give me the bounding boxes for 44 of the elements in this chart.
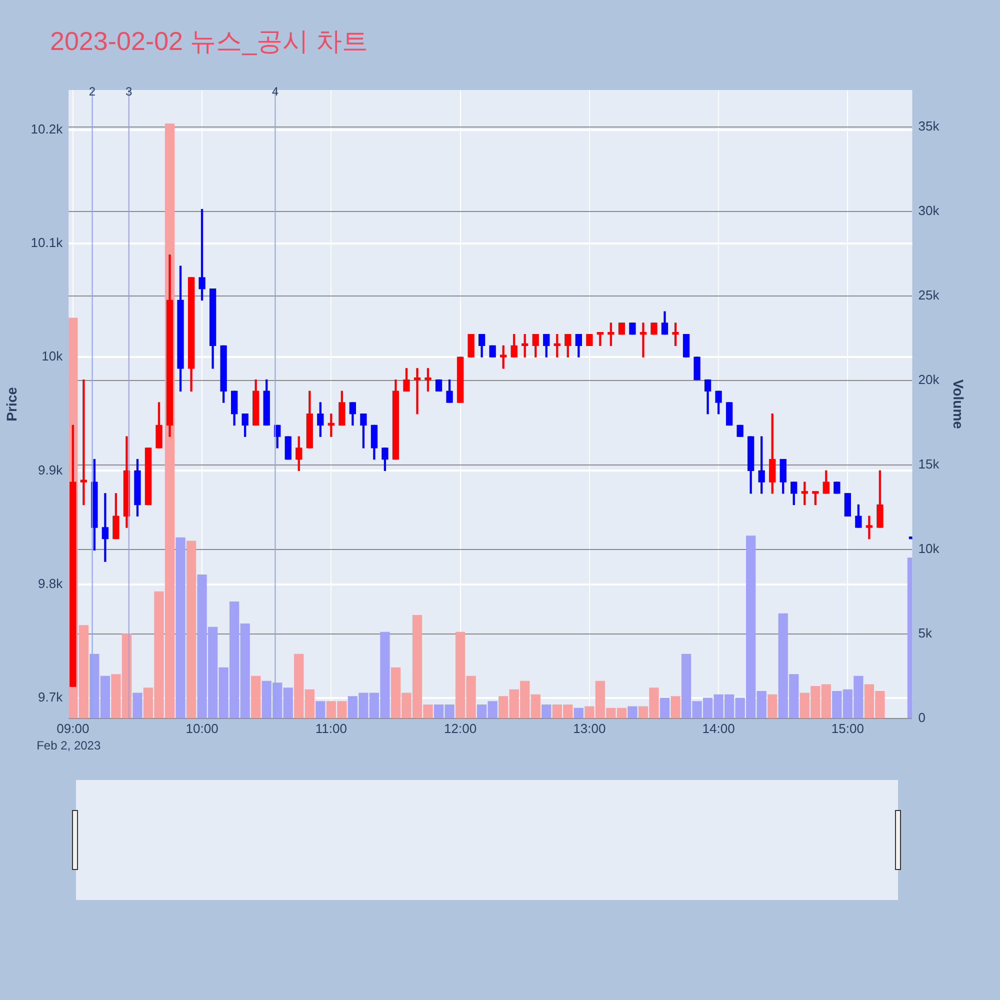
ref-line-label: 2: [88, 84, 96, 98]
bar: [768, 694, 778, 718]
bar: [251, 676, 261, 718]
ref-line-label: 4: [272, 84, 279, 98]
y2-axis-title: Volume: [950, 379, 967, 430]
x-tick-label: 15:00: [831, 720, 864, 736]
bar: [316, 701, 326, 718]
bar: [186, 540, 196, 718]
y-tick-label: 9.9k: [38, 462, 64, 478]
y-tick-label: 10.2k: [30, 121, 64, 136]
y2-tick-label: 25k: [918, 288, 940, 303]
x-tick-label: 10:00: [186, 720, 218, 736]
y2-tick-label: 10k: [918, 541, 940, 556]
ref-line-label: 3: [126, 84, 133, 98]
y-tick-label: 10.1k: [30, 234, 64, 250]
y2-tick-label: 20k: [918, 372, 940, 388]
x-tick-label: 11:00: [315, 720, 347, 736]
x-tick-label: 12:00: [444, 720, 477, 736]
candlestick: [102, 493, 109, 562]
bar: [542, 704, 552, 718]
x-tick-label: 13:00: [573, 720, 606, 736]
candlestick: [80, 379, 87, 506]
y2-tick-label: 30k: [918, 203, 940, 218]
candlestick: [640, 322, 647, 358]
candlestick: [414, 368, 421, 414]
bar: [574, 708, 584, 718]
bar: [132, 692, 142, 718]
y2-tick-label: 0: [918, 710, 926, 725]
bar: [176, 537, 186, 718]
text: Feb 2, 2023: [36, 738, 101, 753]
y-tick-label: 9.7k: [38, 690, 64, 705]
y2-tick-label: 15k: [918, 456, 940, 472]
y2-tick-label: 5k: [918, 626, 932, 641]
candlestick: [866, 516, 873, 540]
bar: [660, 698, 670, 718]
bar: [628, 706, 638, 718]
y-tick-label: 9.8k: [38, 576, 64, 591]
y-axis-title: Price: [3, 386, 20, 422]
y2-tick-label: 35k: [918, 118, 940, 134]
x-tick-label: 09:00: [56, 720, 90, 736]
y-tick-label: 10k: [42, 348, 64, 364]
x-tick-label: 14:00: [702, 720, 735, 736]
bar: [670, 696, 680, 718]
chart-title: 2023-02-02 뉴스_공시 차트: [50, 25, 368, 58]
